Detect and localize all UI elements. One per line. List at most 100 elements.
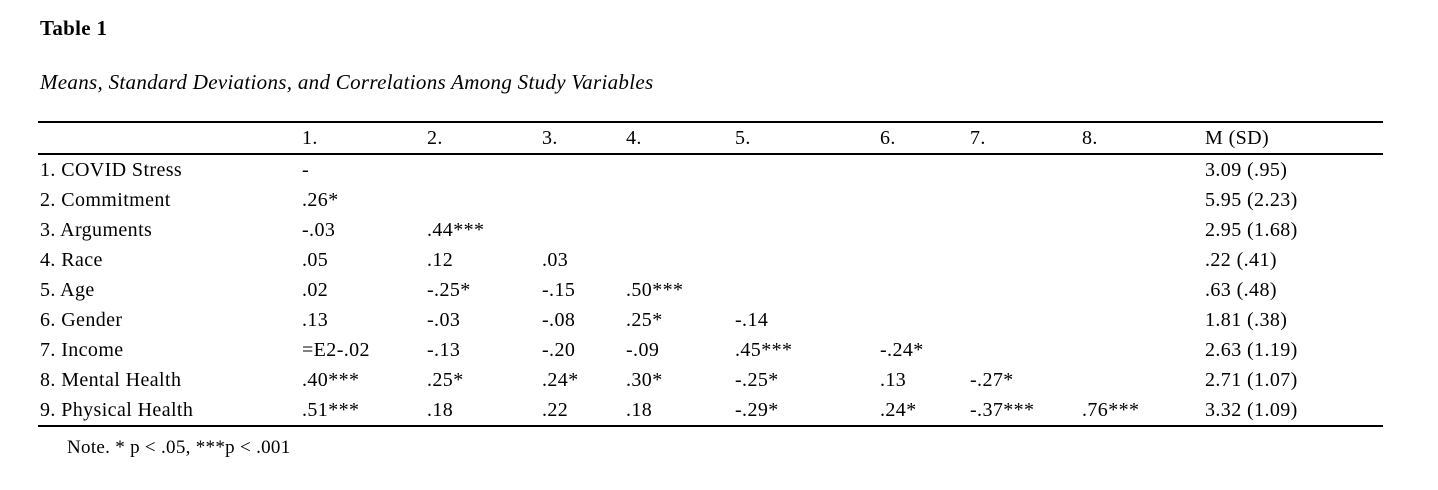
correlation-cell <box>1080 275 1203 305</box>
mean-sd-cell: 5.95 (2.23) <box>1205 188 1298 211</box>
mean-sd-cell: .22 (.41) <box>1205 248 1277 271</box>
table-row: 9. Physical Health .51*** .18 .22 .18 -.29* .2… <box>38 395 1383 426</box>
table-row: 3. Arguments -.03 .44*** 2.95 (1.68) <box>38 215 1383 245</box>
correlation-cell <box>968 275 1080 305</box>
correlation-cell: .44*** <box>427 218 485 241</box>
correlation-cell: - <box>302 158 310 181</box>
correlation-cell: .13 <box>880 368 907 391</box>
mean-sd-cell: 1.81 (.38) <box>1205 308 1288 331</box>
correlation-cell <box>624 215 733 245</box>
correlation-cell <box>968 154 1080 185</box>
table-title: Means, Standard Deviations, and Correlat… <box>40 70 654 94</box>
correlation-cell: .18 <box>626 398 653 421</box>
correlation-table: 1. 2. 3. 4. 5. 6. 7. 8. M (SD) 1. COVID … <box>38 121 1383 427</box>
correlation-cell <box>624 185 733 215</box>
correlation-cell <box>733 154 878 185</box>
correlation-cell: =E2-.02 <box>302 338 370 361</box>
correlation-cell: .13 <box>302 308 329 331</box>
correlation-cell <box>540 154 624 185</box>
correlation-cell: .03 <box>542 248 569 271</box>
correlation-cell: .05 <box>302 248 329 271</box>
table-note: Note. * p < .05, ***p < .001 <box>67 437 291 458</box>
correlation-cell <box>878 275 968 305</box>
correlation-cell: -.27* <box>970 368 1014 391</box>
column-header-8: 8. <box>1082 126 1098 149</box>
mean-sd-cell: 2.71 (1.07) <box>1205 368 1298 391</box>
correlation-cell: -.29* <box>735 398 779 421</box>
correlation-cell: .18 <box>427 398 454 421</box>
correlation-cell: .24* <box>542 368 579 391</box>
correlation-cell: -.15 <box>542 278 576 301</box>
row-label: 2. Commitment <box>40 188 171 211</box>
mean-sd-cell: 3.32 (1.09) <box>1205 398 1298 421</box>
correlation-cell <box>968 305 1080 335</box>
correlation-cell <box>540 215 624 245</box>
correlation-cell <box>733 275 878 305</box>
correlation-cell <box>878 215 968 245</box>
correlation-cell <box>733 245 878 275</box>
column-header-2: 2. <box>427 126 443 149</box>
correlation-cell <box>1080 185 1203 215</box>
correlation-cell: .25* <box>427 368 464 391</box>
correlation-cell: -.03 <box>302 218 336 241</box>
correlation-cell <box>1080 365 1203 395</box>
correlation-cell <box>878 185 968 215</box>
column-header-4: 4. <box>626 126 642 149</box>
correlation-cell: .22 <box>542 398 569 421</box>
column-header-7: 7. <box>970 126 986 149</box>
column-header-6: 6. <box>880 126 896 149</box>
correlation-cell <box>624 245 733 275</box>
correlation-cell: .76*** <box>1082 398 1140 421</box>
mean-sd-cell: 3.09 (.95) <box>1205 158 1288 181</box>
correlation-cell: -.20 <box>542 338 576 361</box>
correlation-cell: .40*** <box>302 368 360 391</box>
table-row: 7. Income =E2-.02 -.13 -.20 -.09 .45*** -.24* 2… <box>38 335 1383 365</box>
table-row: 1. COVID Stress - 3.09 (.95) <box>38 154 1383 185</box>
column-header-5: 5. <box>735 126 751 149</box>
row-label: 3. Arguments <box>40 218 153 241</box>
row-label: 6. Gender <box>40 308 123 331</box>
column-header-m-sd: M (SD) <box>1205 126 1270 149</box>
correlation-cell: .02 <box>302 278 329 301</box>
correlation-cell <box>1080 154 1203 185</box>
mean-sd-cell: 2.95 (1.68) <box>1205 218 1298 241</box>
correlation-cell <box>1080 335 1203 365</box>
correlation-cell <box>968 245 1080 275</box>
correlation-cell: .45*** <box>735 338 793 361</box>
correlation-cell <box>1080 215 1203 245</box>
row-label: 9. Physical Health <box>40 398 194 421</box>
correlation-cell <box>968 215 1080 245</box>
correlation-cell: -.37*** <box>970 398 1035 421</box>
correlation-cell <box>1080 305 1203 335</box>
correlation-cell <box>425 185 540 215</box>
correlation-cell: .25* <box>626 308 663 331</box>
correlation-cell <box>878 245 968 275</box>
column-header-variable <box>38 122 300 154</box>
table-row: 5. Age .02 -.25* -.15 .50*** .63 (.48) <box>38 275 1383 305</box>
correlation-cell <box>968 335 1080 365</box>
header-row: 1. 2. 3. 4. 5. 6. 7. 8. M (SD) <box>38 122 1383 154</box>
correlation-cell <box>624 154 733 185</box>
table-row: 4. Race .05 .12 .03 .22 (.41) <box>38 245 1383 275</box>
row-label: 7. Income <box>40 338 124 361</box>
row-label: 4. Race <box>40 248 103 271</box>
row-label: 5. Age <box>40 278 95 301</box>
correlation-cell: -.09 <box>626 338 660 361</box>
table-row: 2. Commitment .26* 5.95 (2.23) <box>38 185 1383 215</box>
table-label: Table 1 <box>40 16 108 40</box>
correlation-cell: .50*** <box>626 278 684 301</box>
correlation-cell <box>1080 245 1203 275</box>
correlation-cell <box>425 154 540 185</box>
correlation-cell <box>540 185 624 215</box>
correlation-cell: .30* <box>626 368 663 391</box>
table-row: 6. Gender .13 -.03 -.08 .25* -.14 1.81 (.38) <box>38 305 1383 335</box>
column-header-3: 3. <box>542 126 558 149</box>
mean-sd-cell: 2.63 (1.19) <box>1205 338 1298 361</box>
table-body: 1. COVID Stress - 3.09 (.95) 2. Commitment.… <box>38 154 1383 426</box>
correlation-cell: .12 <box>427 248 454 271</box>
mean-sd-cell: .63 (.48) <box>1205 278 1277 301</box>
correlation-cell: -.03 <box>427 308 461 331</box>
correlation-cell <box>733 185 878 215</box>
correlation-cell: .24* <box>880 398 917 421</box>
